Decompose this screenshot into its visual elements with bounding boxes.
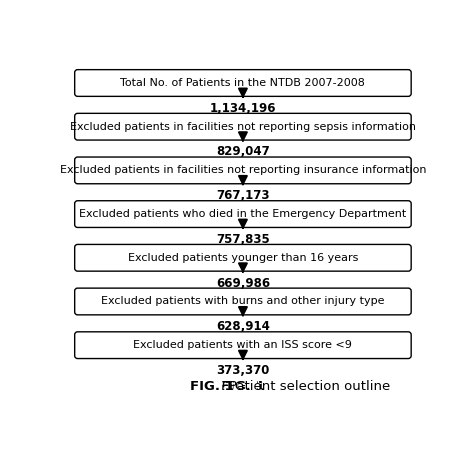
FancyBboxPatch shape (75, 288, 411, 315)
Text: 757,835: 757,835 (216, 233, 270, 246)
Text: Patient selection outline: Patient selection outline (212, 380, 390, 393)
Text: Excluded patients with burns and other injury type: Excluded patients with burns and other i… (101, 296, 385, 306)
FancyBboxPatch shape (75, 113, 411, 140)
Text: 1,134,196: 1,134,196 (210, 102, 276, 115)
Text: FIG. 1: FIG. 1 (221, 380, 265, 393)
Text: 628,914: 628,914 (216, 320, 270, 333)
FancyBboxPatch shape (75, 69, 411, 96)
FancyBboxPatch shape (75, 201, 411, 227)
FancyBboxPatch shape (75, 157, 411, 184)
Text: FIG. 1    Patient selection outline: FIG. 1 Patient selection outline (109, 380, 377, 393)
Text: 669,986: 669,986 (216, 277, 270, 289)
Text: FIG. 1: FIG. 1 (190, 380, 234, 393)
Text: 373,370: 373,370 (216, 364, 270, 377)
Text: Excluded patients who died in the Emergency Department: Excluded patients who died in the Emerge… (79, 209, 407, 219)
Text: Excluded patients younger than 16 years: Excluded patients younger than 16 years (128, 253, 358, 263)
Text: Excluded patients with an ISS score <9: Excluded patients with an ISS score <9 (134, 340, 352, 350)
Text: Excluded patients in facilities not reporting sepsis information: Excluded patients in facilities not repo… (70, 121, 416, 132)
FancyBboxPatch shape (75, 244, 411, 271)
Text: Excluded patients in facilities not reporting insurance information: Excluded patients in facilities not repo… (60, 166, 426, 175)
Text: 829,047: 829,047 (216, 145, 270, 159)
FancyBboxPatch shape (75, 332, 411, 358)
Text: 767,173: 767,173 (216, 189, 270, 202)
Text: Total No. of Patients in the NTDB 2007-2008: Total No. of Patients in the NTDB 2007-2… (120, 78, 365, 88)
